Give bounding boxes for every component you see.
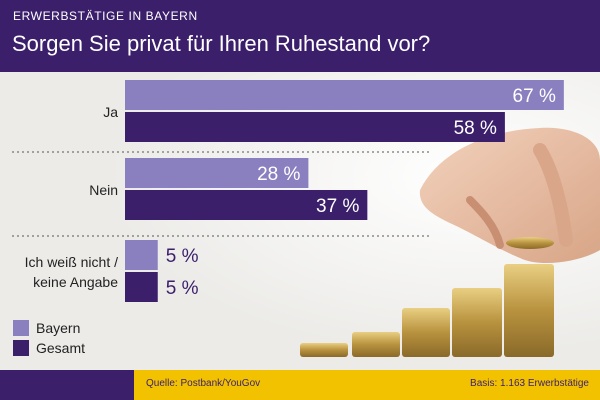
basis-note: Basis: 1.163 Erwerbstätige [470,378,589,389]
legend-label: Bayern [36,320,80,336]
chart-kicker: ERWERBSTÄTIGE IN BAYERN [13,9,198,23]
data-label: 28 % [257,164,300,185]
data-label: 37 % [316,196,359,217]
hand-illustration [419,127,600,264]
bar-bayern [125,158,309,188]
category-label: Nein [89,182,118,198]
data-label: 5 % [166,246,199,267]
category-label: keine Angabe [33,274,118,290]
footer-tab [0,370,134,400]
bar-bayern [125,80,564,110]
legend-swatch-bayern [13,320,29,336]
legend-label: Gesamt [36,340,85,356]
header-band [0,0,600,72]
source-note: Quelle: Postbank/YouGov [146,378,261,389]
bar-gesamt [125,272,158,302]
category-label: Ich weiß nicht / [25,254,118,270]
coin-stacks [300,237,554,357]
data-label: 5 % [166,278,199,299]
data-label: 67 % [513,86,556,107]
bar-bayern [125,240,158,270]
bar-gesamt [125,112,505,142]
legend-swatch-gesamt [13,340,29,356]
category-label: Ja [103,104,118,120]
data-label: 58 % [454,118,497,139]
chart-title: Sorgen Sie privat für Ihren Ruhestand vo… [12,31,431,56]
bar-gesamt [125,190,368,220]
